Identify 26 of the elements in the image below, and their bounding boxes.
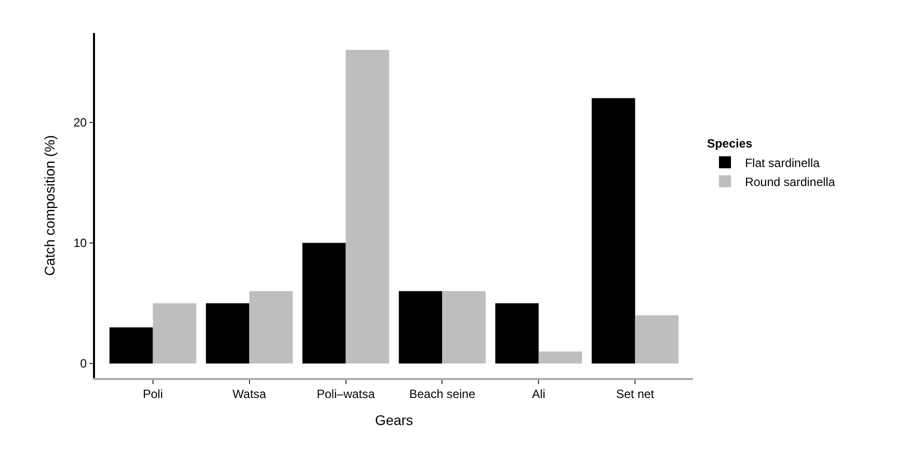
- y-tick-label: 20: [73, 115, 88, 130]
- x-tick-label: Poli–watsa: [316, 387, 376, 402]
- bar: [152, 303, 196, 364]
- bar: [398, 291, 442, 364]
- bar: [442, 291, 486, 364]
- y-tick-label: 10: [73, 236, 88, 250]
- legend-label: Round sardinella: [744, 174, 836, 189]
- bar: [346, 50, 390, 364]
- bar: [495, 303, 539, 364]
- y-tick-label: 0: [80, 356, 88, 371]
- x-axis-title: Gears: [374, 412, 414, 428]
- x-tick-label: Set net: [616, 387, 655, 402]
- bar: [249, 291, 293, 364]
- x-tick-label: Beach seine: [409, 387, 476, 402]
- x-tick-label: Poli: [142, 387, 163, 402]
- bar: [635, 315, 679, 364]
- bar: [592, 98, 636, 364]
- bar: [302, 242, 346, 364]
- legend-label: Flat sardinella: [744, 156, 820, 170]
- bar: [538, 351, 582, 364]
- x-tick-label: Watsa: [232, 387, 266, 402]
- bar: [206, 303, 250, 364]
- legend-title: Species: [706, 136, 753, 151]
- x-tick-label: Ali: [532, 387, 546, 402]
- y-axis-title: Catch composition (%): [42, 135, 58, 276]
- bar: [109, 327, 153, 364]
